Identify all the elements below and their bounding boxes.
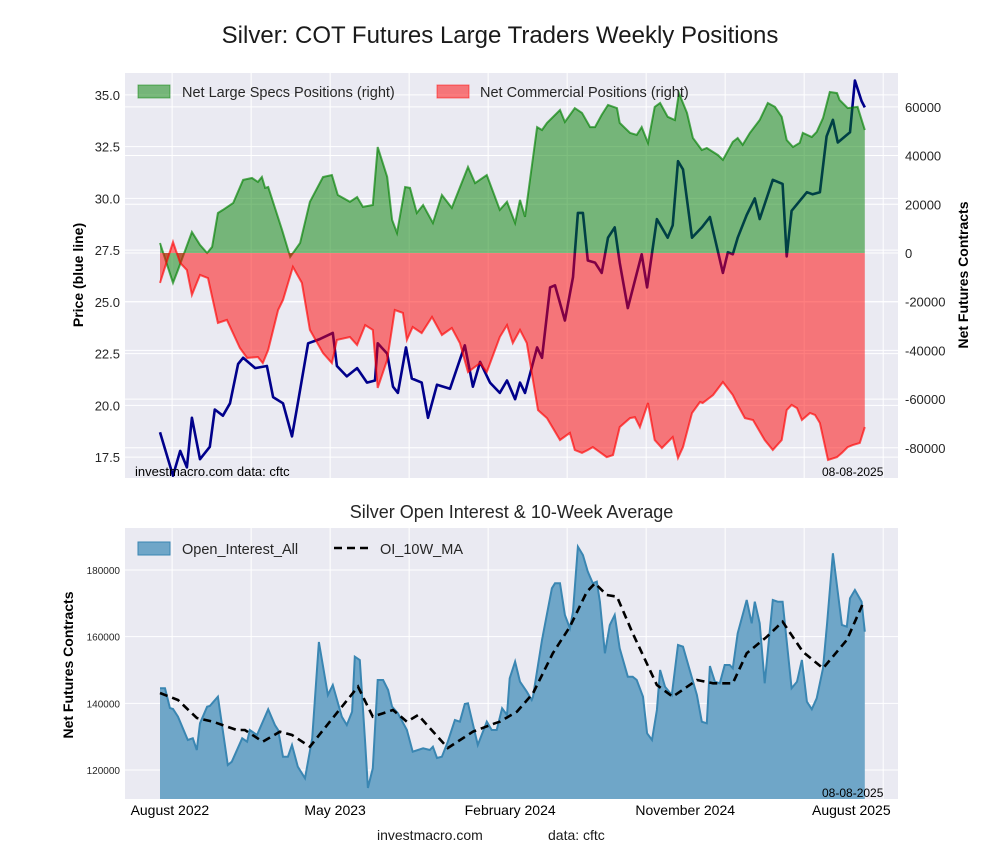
left-y-tick-label: 25.0 <box>95 295 120 310</box>
net-large-specs-area <box>160 92 865 283</box>
legend-label-specs: Net Large Specs Positions (right) <box>182 85 395 101</box>
y-tick-label: 180000 <box>87 566 121 577</box>
left-y-tick-label: 20.0 <box>95 398 120 413</box>
net-commercial-area <box>160 242 865 460</box>
legend-swatch-commercial <box>436 84 470 99</box>
open-interest-chart-title: Silver Open Interest & 10-Week Average <box>349 502 674 522</box>
right-y-axis-label: Net Futures Contracts <box>955 201 971 348</box>
open-interest-line <box>160 543 866 789</box>
x-tick-label: August 2022 <box>131 802 210 818</box>
x-tick-label: November 2024 <box>635 802 735 818</box>
left-y-tick-label: 32.5 <box>95 140 120 155</box>
right-y-tick-label: 0 <box>905 246 912 261</box>
watermark-text: investmacro.com data: cftc <box>135 464 290 479</box>
footer-source: data: cftc <box>548 827 605 843</box>
right-y-tick-label: -60000 <box>905 392 945 407</box>
left-y-tick-label: 30.0 <box>95 191 120 206</box>
left-y-tick-label: 35.0 <box>95 88 120 103</box>
top-axes-plot-area <box>125 73 898 478</box>
legend-label-commercial: Net Commercial Positions (right) <box>480 85 689 101</box>
oi-10w-ma-line <box>159 581 865 750</box>
top-legend: Net Large Specs Positions (right) Net Com… <box>137 84 689 101</box>
bottom-axes-plot-area <box>125 528 898 799</box>
left-y-tick-label: 27.5 <box>95 243 120 258</box>
x-tick-label: May 2023 <box>304 802 366 818</box>
right-y-tick-label: 40000 <box>905 149 941 164</box>
left-y-axis-label: Price (blue line) <box>70 223 86 327</box>
left-y-tick-label: 22.5 <box>95 347 120 362</box>
right-y-tick-label: -80000 <box>905 441 945 456</box>
right-y-tick-label: 20000 <box>905 197 941 212</box>
bottom-legend: Open_Interest_All OI_10W_MA <box>137 541 463 558</box>
right-y-tick-label: -40000 <box>905 343 945 358</box>
y-tick-label: 120000 <box>87 766 121 777</box>
right-y-tick-label: 60000 <box>905 100 941 115</box>
y-tick-label: 160000 <box>87 633 121 644</box>
legend-swatch-open-interest <box>137 541 171 556</box>
footer-site: investmacro.com <box>377 827 483 843</box>
net-large-specs-line <box>159 89 866 286</box>
net-commercial-line <box>159 238 866 462</box>
y-tick-label: 140000 <box>87 699 121 710</box>
left-y-tick-label: 17.5 <box>95 450 120 465</box>
legend-swatch-specs <box>137 84 171 99</box>
chart-title: Silver: COT Futures Large Traders Weekly… <box>221 22 779 49</box>
x-tick-label: February 2024 <box>465 802 556 818</box>
y-axis-label: Net Futures Contracts <box>60 591 76 738</box>
legend-label-ma: OI_10W_MA <box>380 542 463 558</box>
legend-label-open-interest: Open_Interest_All <box>182 542 298 558</box>
right-y-tick-label: -20000 <box>905 295 945 310</box>
date-annotation: 08-08-2025 <box>822 465 884 479</box>
date-annotation: 08-08-2025 <box>822 786 884 800</box>
x-tick-label: August 2025 <box>812 802 891 818</box>
